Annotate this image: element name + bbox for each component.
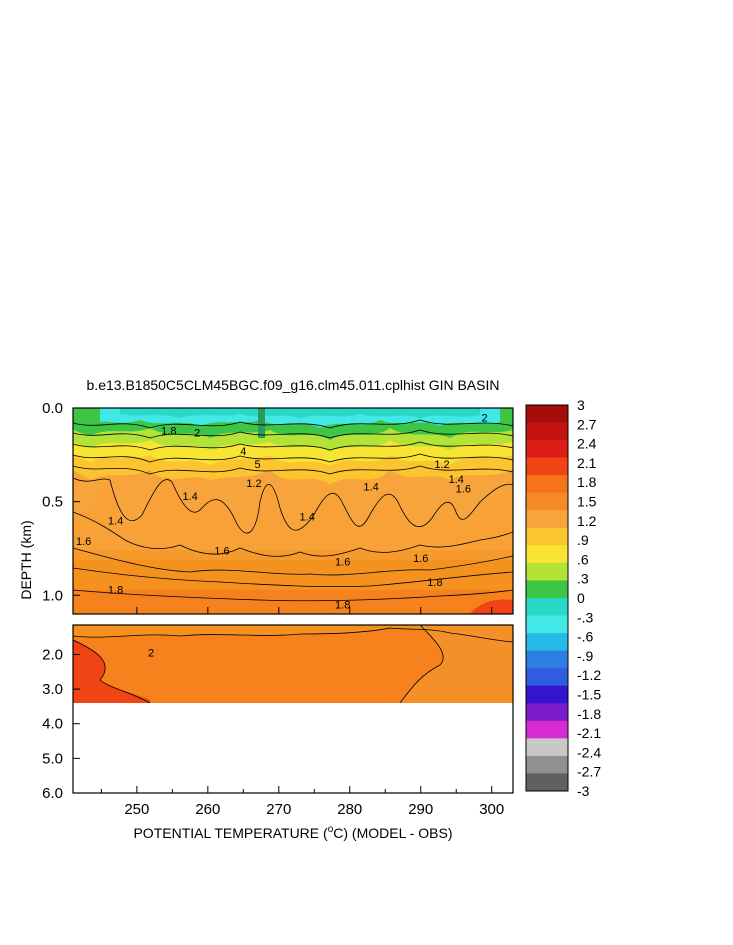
colorbar-label: .6 (577, 551, 589, 567)
y-axis-label: DEPTH (km) (18, 520, 34, 599)
colorbar-label: -1.2 (577, 667, 601, 683)
colorbar-swatch (526, 668, 568, 687)
contour-label: 1.4 (300, 512, 315, 524)
colorbar-swatch (526, 492, 568, 511)
colorbar-label: 0 (577, 590, 585, 606)
colorbar-label: -2.4 (577, 744, 601, 760)
contour-label: 1.6 (214, 545, 229, 557)
colorbar-label: 1.5 (577, 494, 597, 510)
contour-label: 2 (194, 427, 200, 439)
colorbar-swatch (526, 633, 568, 651)
x-axis-label: POTENTIAL TEMPERATURE (oC) (MODEL - OBS) (133, 824, 452, 841)
colorbar-label: .3 (577, 571, 589, 587)
y-axis-upper: 0.0 0.5 1.0 (42, 400, 80, 604)
contour-label: 1.4 (363, 482, 378, 494)
x-tick-label: 300 (479, 801, 504, 818)
contour-label: 1.8 (335, 600, 350, 612)
colorbar-swatch (526, 545, 568, 564)
y-tick-label: 0.0 (42, 400, 63, 417)
colorbar-label: .9 (577, 532, 589, 548)
upper-panel-frame (72, 407, 514, 615)
colorbar-swatch (526, 738, 568, 757)
colorbar-swatch (526, 422, 568, 441)
y-tick-label: 0.5 (42, 494, 63, 511)
colorbar-swatch (526, 440, 568, 458)
colorbar-swatch (526, 598, 568, 616)
contour-label: 1.6 (456, 484, 471, 496)
contour-label: 1.6 (413, 553, 428, 565)
y-tick-label: 4.0 (42, 716, 63, 733)
colorbar-label: 3 (577, 397, 585, 413)
contour-label: 1.8 (427, 577, 442, 589)
colorbar-label: -2.7 (577, 764, 601, 780)
colorbar-label: -.9 (577, 648, 594, 664)
x-tick-label: 250 (124, 801, 149, 818)
contour-label: 1.8 (108, 585, 123, 597)
colorbar-label: -1.5 (577, 687, 601, 703)
y-tick-label: 1.0 (42, 587, 63, 604)
colorbar-swatch (526, 703, 568, 722)
y-tick-label: 6.0 (42, 785, 63, 802)
x-axis: 250 260 270 280 290 300 (100, 607, 504, 818)
contour-label: 2 (482, 412, 488, 424)
contour-label: 1.2 (434, 459, 449, 471)
colorbar-label: 2.1 (577, 455, 597, 471)
colorbar-swatch (526, 773, 568, 792)
upper-panel (73, 408, 513, 614)
contour-label: 5 (254, 459, 260, 471)
x-tick-label: 260 (195, 801, 220, 818)
colorbar-swatch (526, 615, 568, 634)
y-tick-label: 5.0 (42, 750, 63, 767)
colorbar-swatch (526, 510, 568, 529)
colorbar-label: -1.8 (577, 706, 601, 722)
colorbar-label: -.3 (577, 609, 594, 625)
colorbar-swatch (526, 457, 568, 476)
colorbar-swatch (526, 685, 568, 704)
colorbar-label: 2.4 (577, 436, 597, 452)
colorbar: 3 2.7 2.4 2.1 1.8 1.5 1.2 .9 .6 .3 0 -.3 -.6 -.9 -1.2 -… (525, 397, 601, 799)
x-tick-label: 290 (408, 801, 433, 818)
colorbar-swatch (526, 650, 568, 669)
colorbar-swatch (526, 580, 568, 599)
colorbar-label: -.6 (577, 629, 594, 645)
colorbar-label: 1.2 (577, 513, 597, 529)
contour-label: 1.4 (108, 515, 123, 527)
lower-panel-frame (72, 624, 514, 794)
colorbar-label: -3 (577, 783, 590, 799)
x-tick-label: 270 (266, 801, 291, 818)
contour-label: 4 (240, 446, 246, 458)
lower-panel (73, 625, 513, 793)
colorbar-label: 1.8 (577, 474, 597, 490)
colorbar-swatch (526, 475, 568, 494)
y-tick-label: 2.0 (42, 646, 63, 663)
contour-label: 1.4 (182, 491, 197, 503)
colorbar-frame (525, 404, 569, 792)
contour-label: 2 (148, 648, 154, 660)
contour-label: 1.4 (449, 474, 464, 486)
colorbar-swatch (526, 562, 568, 581)
colorbar-label: -2.1 (577, 725, 601, 741)
colorbar-swatch (526, 755, 568, 774)
colorbar-swatch (526, 405, 568, 423)
y-axis-lower: 2.0 3.0 4.0 5.0 6.0 (42, 646, 80, 802)
contour-label: 1.6 (335, 557, 350, 569)
colorbar-label: 2.7 (577, 416, 597, 432)
colorbar-swatch (526, 720, 568, 739)
y-tick-label: 3.0 (42, 681, 63, 698)
chart-title: b.e13.B1850C5CLM45BGC.f09_g16.clm45.011.… (87, 377, 500, 393)
contour-label: 1.8 (161, 425, 176, 437)
contour-label: 1.6 (76, 536, 91, 548)
colorbar-swatch (526, 527, 568, 546)
x-tick-label: 280 (337, 801, 362, 818)
contour-label: 1.2 (246, 478, 261, 490)
